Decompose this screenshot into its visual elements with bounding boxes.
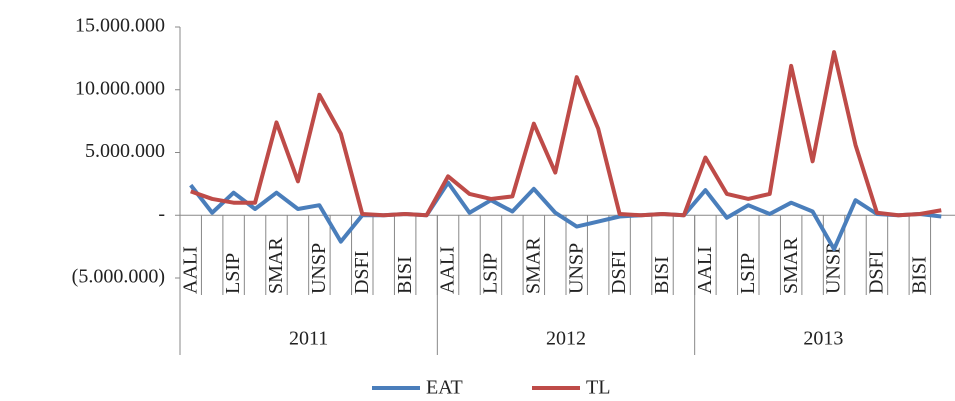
legend-label: TL — [586, 377, 610, 399]
x-tick-label: SMAR — [780, 237, 802, 294]
x-tick-label: BISI — [651, 256, 673, 294]
y-tick-label: 5.000.000 — [85, 140, 165, 162]
x-tick-label: UNSP — [308, 243, 330, 294]
x-tick-label: SMAR — [522, 237, 544, 294]
x-tick-label: LSIP — [222, 253, 244, 294]
x-tick-label: DSFI — [351, 251, 373, 294]
group-label: 2012 — [546, 328, 586, 350]
series-line — [189, 180, 942, 252]
x-tick-label: AALI — [694, 246, 716, 294]
x-tick-label: UNSP — [565, 243, 587, 294]
series-line — [190, 50, 942, 218]
x-tick-label: UNSP — [823, 243, 845, 294]
legend-label: EAT — [426, 377, 463, 399]
x-tick-label: SMAR — [265, 237, 287, 294]
x-tick-label: BISI — [394, 256, 416, 294]
x-tick-label: DSFI — [866, 251, 888, 294]
group-label: 2013 — [803, 328, 843, 350]
x-tick-label: DSFI — [608, 251, 630, 294]
y-tick-label: - — [158, 203, 165, 225]
x-tick-label: AALI — [179, 246, 201, 294]
group-label: 2011 — [289, 328, 328, 350]
x-tick-label: AALI — [437, 246, 459, 294]
y-tick-label: (5.000.000) — [72, 266, 165, 288]
y-tick-label: 15.000.000 — [75, 15, 165, 37]
x-tick-label: LSIP — [737, 253, 759, 294]
x-tick-label: BISI — [908, 256, 930, 294]
x-tick-label: LSIP — [480, 253, 502, 294]
y-tick-label: 10.000.000 — [75, 77, 165, 99]
